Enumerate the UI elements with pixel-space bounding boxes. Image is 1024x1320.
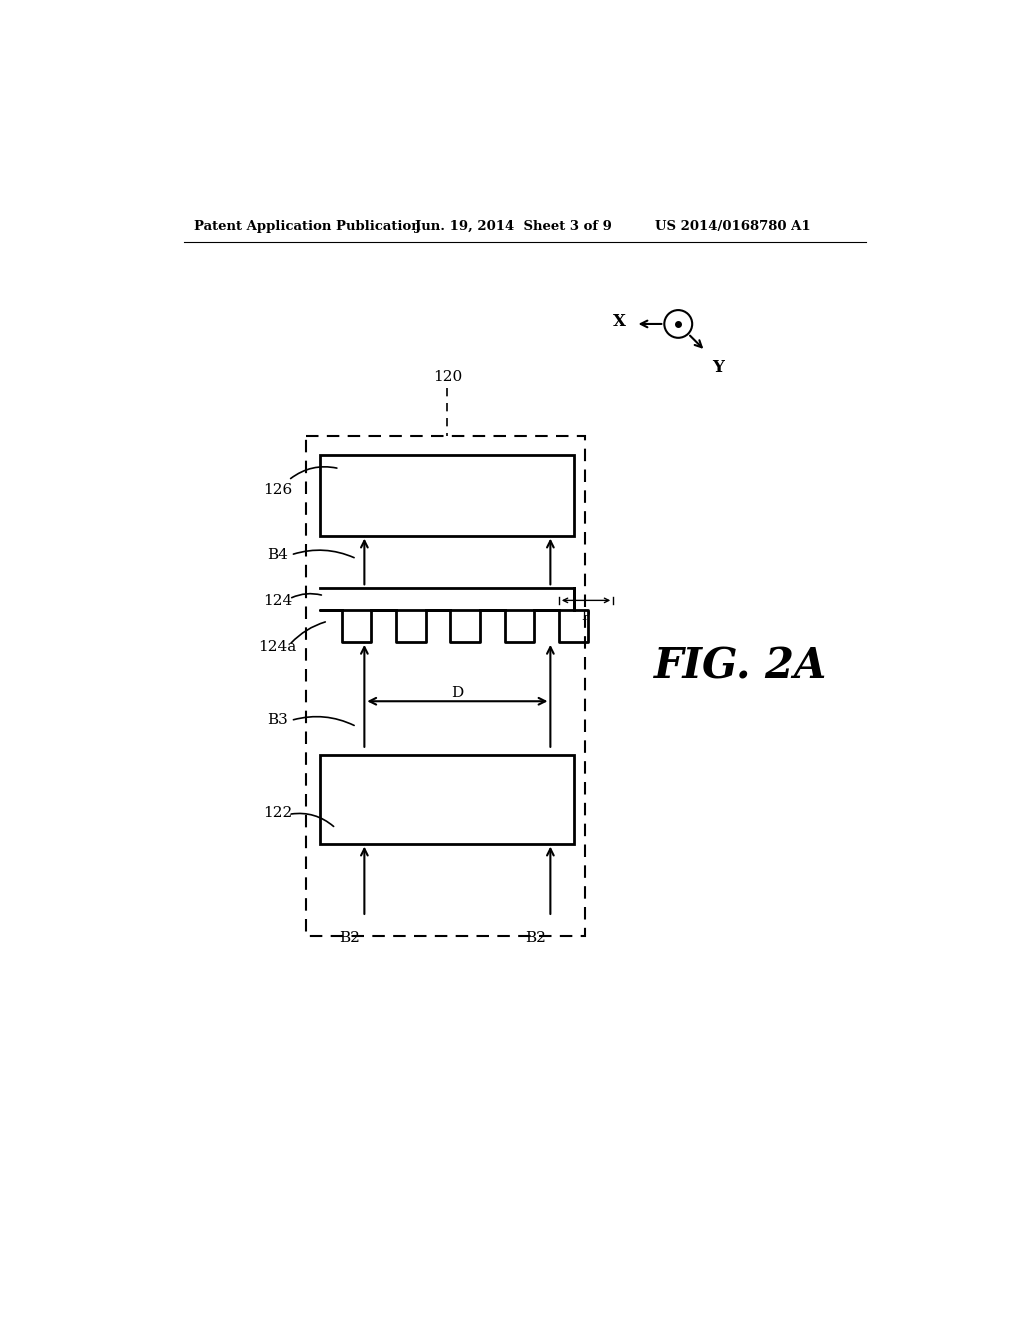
Text: 120: 120	[433, 370, 462, 384]
Text: D: D	[452, 685, 464, 700]
Text: Patent Application Publication: Patent Application Publication	[194, 219, 421, 232]
Text: B2: B2	[525, 931, 547, 945]
Text: P: P	[582, 610, 590, 623]
Text: B2: B2	[340, 931, 360, 945]
Text: 122: 122	[263, 807, 292, 820]
Text: FIG. 2A: FIG. 2A	[653, 645, 826, 688]
Text: 124: 124	[263, 594, 292, 609]
Text: X: X	[612, 313, 626, 330]
Text: B4: B4	[267, 548, 288, 562]
Text: Jun. 19, 2014  Sheet 3 of 9: Jun. 19, 2014 Sheet 3 of 9	[415, 219, 611, 232]
Text: US 2014/0168780 A1: US 2014/0168780 A1	[655, 219, 811, 232]
Text: Y: Y	[713, 359, 724, 376]
Bar	[321, 455, 573, 536]
Text: B3: B3	[267, 714, 288, 727]
Text: 126: 126	[263, 483, 292, 496]
Text: 124a: 124a	[258, 640, 297, 655]
Bar	[321, 755, 573, 843]
Bar	[306, 436, 586, 936]
